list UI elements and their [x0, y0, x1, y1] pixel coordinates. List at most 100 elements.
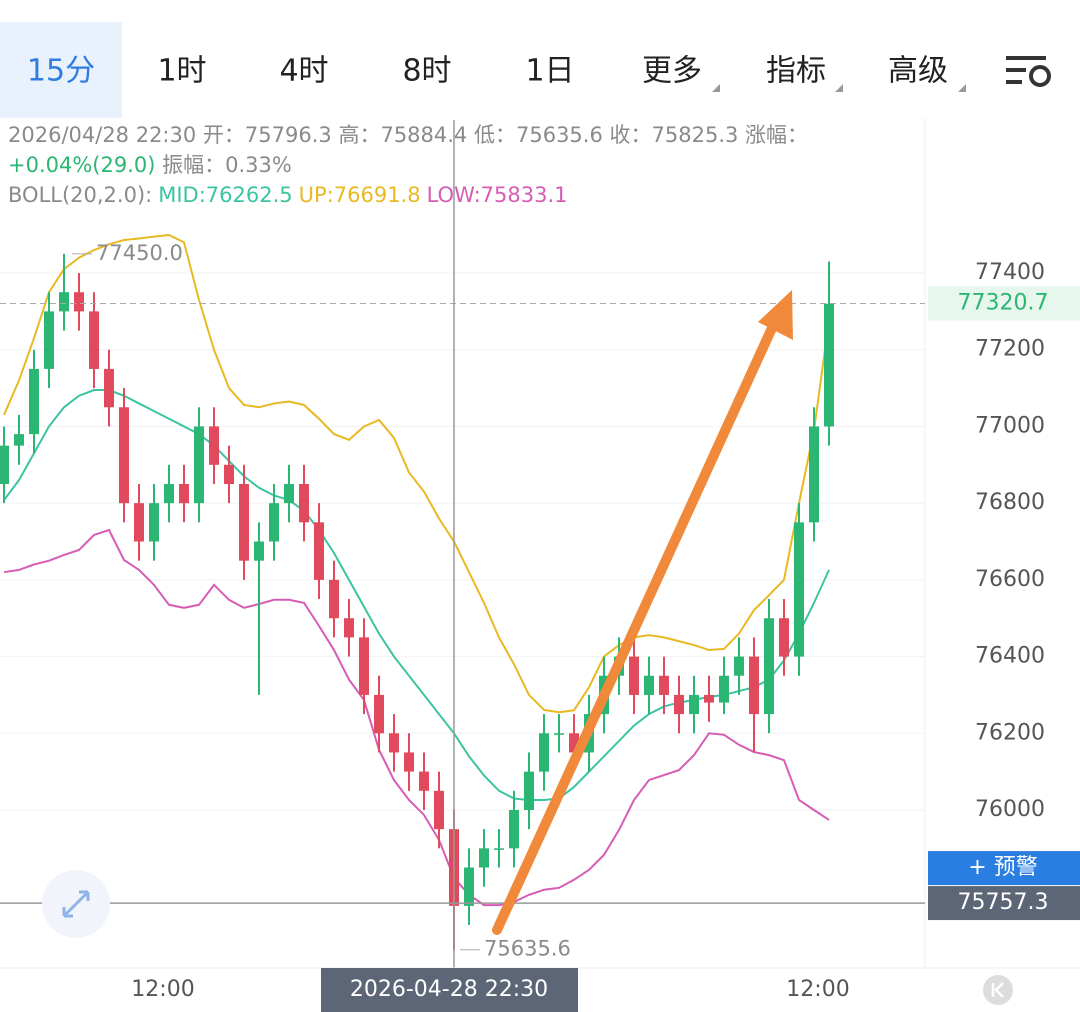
candle-body: [0, 445, 9, 484]
candle-body: [119, 407, 129, 504]
candle-body: [404, 752, 414, 772]
candle-body: [239, 483, 249, 561]
last-price-box: [928, 286, 1080, 321]
candle-body: [419, 771, 429, 791]
candle-body: [104, 368, 114, 408]
crosshair-y-box: [928, 886, 1080, 921]
ohlc-info: +0.04%(29.0) 振幅：0.33%: [8, 153, 292, 177]
candle-body: [284, 483, 294, 504]
field-label: 振幅：: [162, 153, 225, 177]
candle-body: [29, 368, 39, 435]
candle-body: [809, 426, 819, 523]
candle-body: [824, 303, 834, 427]
indicator-value: LOW:75833.1: [427, 183, 568, 207]
candle-body: [659, 675, 669, 695]
candle-body: [629, 656, 639, 695]
tab[interactable]: 4时: [279, 54, 328, 89]
last-price-label: 77320.7: [958, 290, 1049, 315]
ohlc-info: 2026/04/28 22:30 开：75796.3 高：75884.4 低：7…: [8, 123, 808, 147]
candle-body: [59, 292, 69, 312]
candle-body: [464, 867, 474, 906]
plot: 77450.0 75635.6: [0, 120, 925, 968]
field-value: 75884.4: [380, 123, 467, 147]
boll-line: [3, 234, 830, 714]
indicator-name: BOLL(20,2.0):: [8, 183, 152, 207]
crosshair-x-box: [321, 968, 578, 1012]
tab[interactable]: 高级: [888, 54, 948, 89]
settings-icon[interactable]: [1006, 56, 1051, 87]
y-tick-label: 77200: [975, 337, 1045, 362]
y-tick-label: 77400: [975, 260, 1045, 285]
scroll-end-button[interactable]: [983, 975, 1013, 1005]
field-label: 涨幅：: [745, 123, 808, 147]
indicator-value: UP:76691.8: [299, 183, 421, 207]
field-value: +0.04%(29.0): [8, 153, 155, 177]
indicator-value: MID:76262.5: [158, 183, 292, 207]
candle-body: [314, 522, 324, 580]
candle-body: [569, 733, 579, 753]
tab[interactable]: 15分: [27, 54, 95, 89]
boll-line: [3, 528, 830, 907]
candle-body: [269, 503, 279, 542]
candle-body: [329, 579, 339, 619]
candle-body: [779, 618, 789, 657]
alert-button[interactable]: [928, 851, 1080, 886]
field-value: 75825.3: [652, 123, 739, 147]
tab[interactable]: 1时: [157, 54, 206, 89]
candle-body: [719, 675, 729, 703]
candle-body: [764, 618, 774, 715]
field-label: 开：: [203, 123, 245, 147]
tab[interactable]: 更多: [642, 54, 702, 89]
max-label: 77450.0: [96, 241, 183, 265]
candle-body: [44, 311, 54, 369]
scroll-end-icon: [991, 982, 1004, 998]
tab[interactable]: 8时: [402, 54, 451, 89]
candle-body: [14, 434, 24, 446]
min-label: 75635.6: [484, 937, 571, 961]
y-tick-label: 76200: [975, 720, 1045, 745]
candle-body: [74, 292, 84, 312]
candle-body: [794, 522, 804, 657]
candle-body: [134, 503, 144, 542]
candle-body: [494, 848, 504, 850]
tab[interactable]: 指标: [766, 54, 826, 89]
candle-body: [194, 426, 204, 504]
candle-body: [344, 618, 354, 638]
x-tick-label: 12:00: [131, 977, 194, 1002]
x-tick-label: 12:00: [786, 977, 849, 1002]
candle-body: [299, 483, 309, 523]
y-tick-label: 76600: [975, 567, 1045, 592]
datetime: 2026/04/28 22:30: [8, 123, 196, 147]
candle-body: [749, 656, 759, 715]
candle-body: [254, 541, 264, 561]
y-tick-label: 76400: [975, 644, 1045, 669]
tab[interactable]: 1日: [525, 54, 574, 89]
candle-body: [479, 848, 489, 868]
trend-arrow: [492, 290, 793, 935]
candle-body: [209, 426, 219, 465]
y-tick-label: 77000: [975, 413, 1045, 438]
candle-body: [689, 694, 699, 715]
tab-selected-bg: [0, 22, 122, 118]
candle-body: [179, 483, 189, 504]
candle-body: [224, 464, 234, 484]
candle-body: [554, 733, 564, 735]
candle-body: [149, 503, 159, 542]
field-label: 高：: [338, 123, 380, 147]
candle-body: [509, 809, 519, 849]
candle-body: [734, 656, 744, 676]
candle-body: [164, 483, 174, 504]
indicator-legend: BOLL(20,2.0): MID:76262.5 UP:76691.8 LOW:75…: [8, 183, 568, 207]
candle-body: [524, 771, 534, 810]
expand-icon: [62, 890, 90, 918]
candle-body: [89, 311, 99, 369]
y-tick-label: 76800: [975, 490, 1045, 515]
candle-body: [539, 733, 549, 772]
candle-body: [644, 675, 654, 695]
candle-body: [704, 694, 714, 703]
y-tick-label: 76000: [975, 797, 1045, 822]
candle-body: [359, 637, 369, 695]
field-value: 75635.6: [516, 123, 603, 147]
field-value: 0.33%: [225, 153, 292, 177]
